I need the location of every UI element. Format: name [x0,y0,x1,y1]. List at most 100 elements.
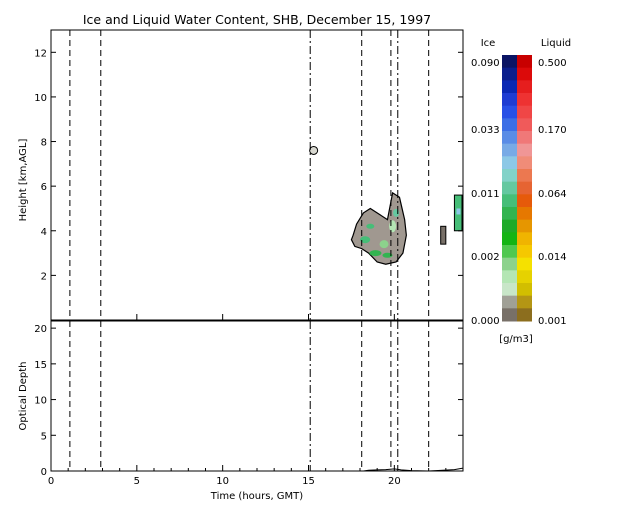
liquid-color-swatch [517,232,532,246]
ice-color-swatch [502,156,517,170]
liquid-color-swatch [517,219,532,233]
liquid-color-swatch [517,80,532,94]
optical-depth-tick-label: 10 [34,396,47,407]
time-tick-label: 15 [302,476,315,487]
height-tick-label: 12 [34,48,47,59]
cloud-ice-patch [389,220,397,233]
liquid-tick-label: 0.001 [538,316,567,327]
liquid-tick-label: 0.170 [538,125,567,136]
time-axis-label: Time (hours, GMT) [210,491,304,502]
liquid-color-swatch [517,93,532,107]
liquid-color-swatch [517,156,532,170]
optical-depth-plot-frame [50,320,464,472]
bottom-vertical-lines [69,321,430,471]
optical-depth-tick-label: 5 [41,431,47,442]
optical-depth-axis-label: Optical Depth [18,362,29,431]
height-axis-ticks: 2 4 6 8 10 12 [34,48,463,282]
liquid-color-swatch [517,131,532,145]
ice-color-swatch [502,207,517,221]
time-tick-label: 10 [216,476,229,487]
ice-color-swatch [502,93,517,107]
cloud-ice-patch [360,236,371,244]
color-scale-legend: Ice Liquid 0.090 0.033 0.011 0.002 0.000 0.5… [471,38,571,345]
liquid-color-swatch [517,295,532,309]
cloud-ice-patch [369,250,382,257]
liquid-color-swatch [517,270,532,284]
water-content-plot-frame [50,29,464,321]
ice-color-swatch [502,232,517,246]
liquid-color-swatch [517,67,532,81]
cloud-regions [309,145,463,265]
units-label: [g/m3] [499,334,533,345]
optical-depth-axis-ticks: 0 5 10 15 20 [34,324,463,478]
time-axis-ticks: 0 5 10 15 20 [48,314,447,487]
ice-scale-label: Ice [481,38,496,49]
top-vertical-lines [69,30,430,320]
time-tick-label: 5 [134,476,140,487]
height-tick-label: 10 [34,93,47,104]
cloud-ice-patch [382,252,393,258]
ice-scale-ticks: 0.090 0.033 0.011 0.002 0.000 [471,58,500,327]
time-tick-label: 0 [48,476,54,487]
liquid-color-swatch [517,194,532,208]
liquid-color-swatch [517,118,532,132]
liquid-tick-label: 0.064 [538,189,567,200]
liquid-color-swatch [517,245,532,259]
liquid-tick-label: 0.500 [538,58,567,69]
height-tick-label: 8 [41,138,47,149]
water-content-plot: 2 4 6 8 10 12 Height [km,AGL] [18,29,464,321]
ice-color-swatch [502,143,517,157]
optical-depth-tick-label: 20 [34,324,47,335]
optical-depth-tick-label: 0 [41,467,47,478]
chart-title: Ice and Liquid Water Content, SHB, Decem… [83,12,431,27]
liquid-color-swatch [517,308,532,322]
ice-tick-label: 0.000 [471,316,500,327]
ice-color-swatch [502,118,517,132]
ice-color-swatch [502,219,517,233]
ice-tick-label: 0.033 [471,125,500,136]
height-tick-label: 4 [41,227,47,238]
cloud-ice-patch [379,240,389,249]
liquid-color-swatch [517,55,532,69]
liquid-color-swatch [517,105,532,119]
liquid-color-swatch [517,169,532,183]
liquid-color-swatch [517,257,532,271]
cloud-region-main [350,191,407,265]
ice-color-swatch [502,283,517,297]
ice-tick-label: 0.090 [471,58,500,69]
liquid-scale-ticks: 0.500 0.170 0.064 0.014 0.001 [538,58,567,327]
liquid-color-swatch [517,181,532,195]
ice-color-swatch [502,131,517,145]
ice-color-swatch [502,308,517,322]
optical-depth-plot: 0 5 10 15 20 0 5 10 15 20 Optical Depth Time (ho… [18,314,464,502]
cloud-region-small [309,145,319,155]
liquid-color-swatch [517,143,532,157]
ice-color-swatch [502,295,517,309]
ice-color-swatch [502,194,517,208]
height-axis-label: Height [km,AGL] [18,139,29,222]
ice-color-swatch [502,257,517,271]
liquid-color-swatch [517,207,532,221]
height-tick-label: 6 [41,182,47,193]
ice-color-swatch [502,169,517,183]
ice-color-bar [502,55,517,322]
optical-depth-tick-label: 15 [34,360,47,371]
cloud-ice-patch [366,223,375,229]
cloud-region-edge-ice [456,208,461,215]
height-tick-label: 2 [41,271,47,282]
ice-color-swatch [502,80,517,94]
ice-tick-label: 0.011 [471,189,500,200]
ice-color-swatch [502,67,517,81]
ice-color-swatch [502,55,517,69]
cloud-region-fragment [440,225,447,245]
ice-color-swatch [502,105,517,119]
ice-tick-label: 0.002 [471,252,500,263]
ice-color-swatch [502,181,517,195]
ice-color-swatch [502,245,517,259]
ice-color-swatch [502,270,517,284]
liquid-scale-label: Liquid [541,38,571,49]
liquid-color-bar [517,55,532,322]
liquid-tick-label: 0.014 [538,252,567,263]
time-tick-label: 20 [388,476,401,487]
